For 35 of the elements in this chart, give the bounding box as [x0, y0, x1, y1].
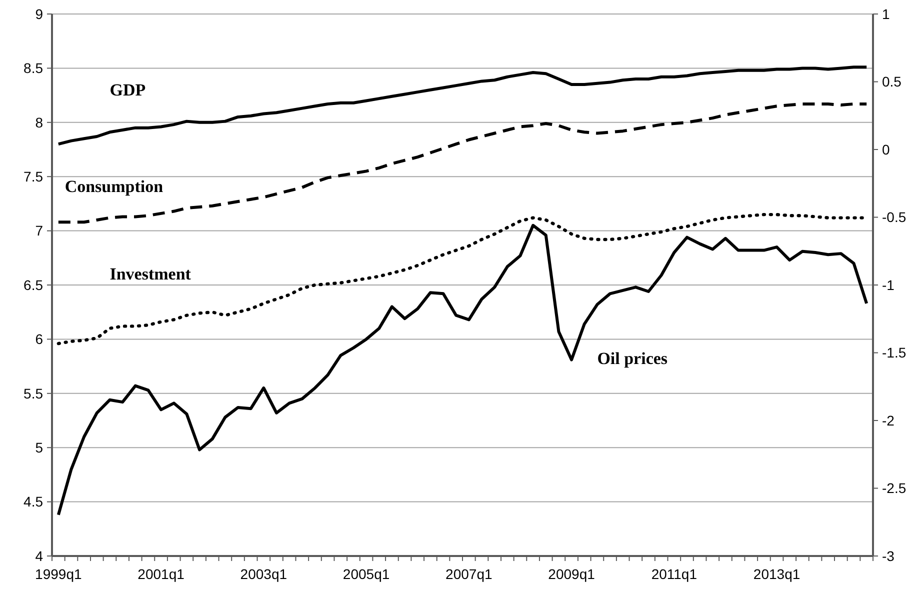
- x-tick-label: 2003q1: [240, 566, 288, 582]
- y-tick-label: 9: [35, 6, 44, 22]
- x-tick-label: 2013q1: [753, 566, 800, 582]
- y2-tick-label: -1: [882, 276, 895, 293]
- y-tick-label: 6.5: [24, 276, 44, 293]
- y2-tick-label: 1: [882, 6, 890, 22]
- series-label: Consumption: [64, 176, 164, 196]
- y-tick-label: 5.5: [24, 385, 44, 402]
- y-tick-label: 5: [35, 440, 44, 456]
- y-tick-label: 7.5: [24, 168, 44, 184]
- y-tick-label: 4.5: [24, 494, 44, 510]
- y2-tick-label: -2: [882, 412, 895, 428]
- x-tick-label: 2005q1: [342, 566, 390, 582]
- x-tick-label: 2001q1: [138, 566, 185, 582]
- line-series: [56, 66, 868, 146]
- y2-tick-label: 0.5: [882, 74, 902, 90]
- line-series: [56, 224, 868, 516]
- x-tick-label: 2009q1: [548, 566, 596, 582]
- series-label: Oil prices: [597, 349, 668, 368]
- y-tick-label: 6: [35, 331, 44, 348]
- y-tick-label: 8.5: [24, 60, 44, 76]
- y2-tick-label: 0: [882, 141, 890, 158]
- y2-tick-label: -0.5: [882, 209, 906, 226]
- y-tick-label: 8: [35, 114, 44, 130]
- y-tick-label: 4: [35, 548, 44, 564]
- series-label: GDP: [110, 80, 146, 100]
- line-series: [56, 102, 868, 224]
- y-tick-label: 7: [35, 222, 44, 239]
- y2-tick-label: -2.5: [882, 480, 906, 496]
- x-tick-label: 2007q1: [446, 566, 492, 582]
- series-label: Investment: [110, 264, 192, 284]
- x-tick-label: 2011q1: [651, 566, 698, 582]
- y2-tick-label: -1.5: [882, 344, 906, 361]
- x-tick-label: 1999q1: [35, 566, 82, 582]
- y2-tick-label: -3: [882, 548, 895, 564]
